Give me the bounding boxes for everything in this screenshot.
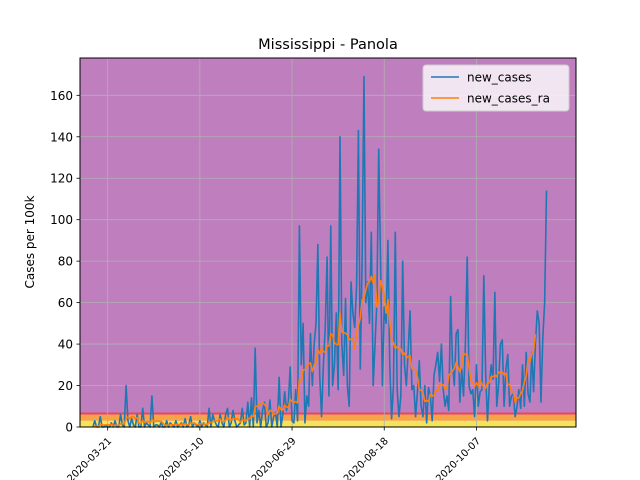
background-band-2 bbox=[80, 412, 576, 415]
x-tick-label: 2020-08-18 bbox=[342, 436, 391, 480]
y-tick-label: 160 bbox=[50, 89, 73, 103]
legend-label: new_cases bbox=[467, 71, 532, 85]
legend-label: new_cases_ra bbox=[467, 92, 550, 106]
y-axis-label: Cases per 100k bbox=[23, 195, 37, 288]
y-tick-label: 140 bbox=[50, 130, 73, 144]
x-axis: 2020-03-21 2020-05-10 2020-06-29 2020-08-18… bbox=[65, 427, 483, 480]
y-tick-label: 80 bbox=[58, 255, 73, 269]
y-tick-label: 100 bbox=[50, 213, 73, 227]
legend: new_cases new_cases_ra bbox=[422, 64, 570, 112]
y-tick-label: 60 bbox=[58, 296, 73, 310]
chart-title: Mississippi - Panola bbox=[258, 37, 398, 53]
y-tick-label: 20 bbox=[58, 379, 73, 393]
x-tick-label: 2020-05-10 bbox=[158, 436, 207, 480]
background-band-1 bbox=[80, 414, 576, 421]
background-band-0 bbox=[80, 420, 576, 427]
legend-box bbox=[422, 64, 570, 112]
y-tick-label: 40 bbox=[58, 338, 73, 352]
plot-frame bbox=[79, 57, 577, 428]
x-tick-label: 2020-10-07 bbox=[434, 436, 483, 480]
y-tick-label: 0 bbox=[65, 421, 73, 435]
x-tick-label: 2020-03-21 bbox=[65, 436, 114, 480]
x-tick-label: 2020-06-29 bbox=[250, 436, 299, 480]
y-tick-label: 120 bbox=[50, 172, 73, 186]
series-line-new-cases-ra bbox=[92, 274, 537, 428]
y-axis: 0 20 40 60 80 100 120 140 160 bbox=[50, 89, 80, 435]
